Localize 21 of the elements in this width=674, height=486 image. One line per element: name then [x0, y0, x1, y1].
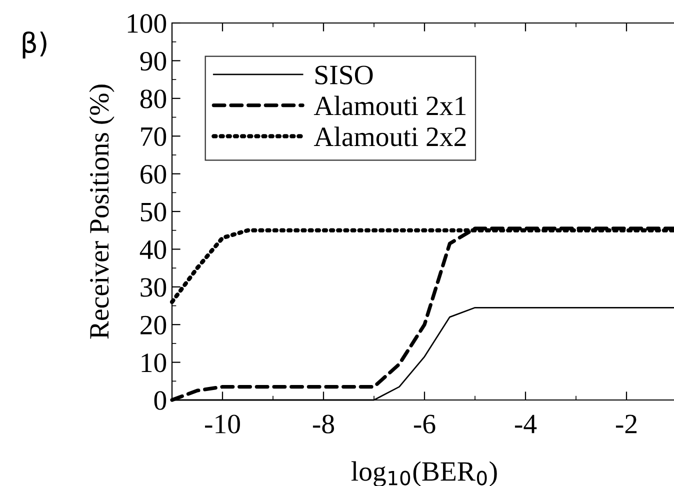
y-tick-label: 40	[140, 240, 166, 260]
x-tick-label: -4	[514, 414, 537, 434]
y-tick-label: 50	[140, 202, 166, 222]
y-tick-label: 60	[140, 164, 166, 184]
legend-label: SISO	[316, 66, 373, 84]
legend-label: Alamouti 2x1	[314, 96, 466, 116]
y-tick-label: 0	[154, 391, 166, 410]
y-tick-label: 70	[141, 127, 166, 146]
y-tick-label: 80	[140, 90, 166, 108]
y-tick-label: 30	[140, 278, 166, 297]
legend-label: Alamouti 2x2	[314, 126, 466, 146]
x-tick-label: -6	[414, 414, 436, 434]
y-tick-label: 100	[128, 14, 166, 33]
x-tick-label: -10	[205, 414, 240, 434]
y-tick-label: 20	[140, 316, 166, 335]
x-tick-label: -2	[616, 414, 637, 434]
text: β)	[22, 31, 46, 59]
y-tick-label: 90	[140, 52, 166, 71]
x-tick-label: -8	[312, 414, 334, 434]
y-axis-title: Receiver Positions (%)	[89, 84, 114, 339]
y-tick-label: 10	[142, 353, 166, 372]
